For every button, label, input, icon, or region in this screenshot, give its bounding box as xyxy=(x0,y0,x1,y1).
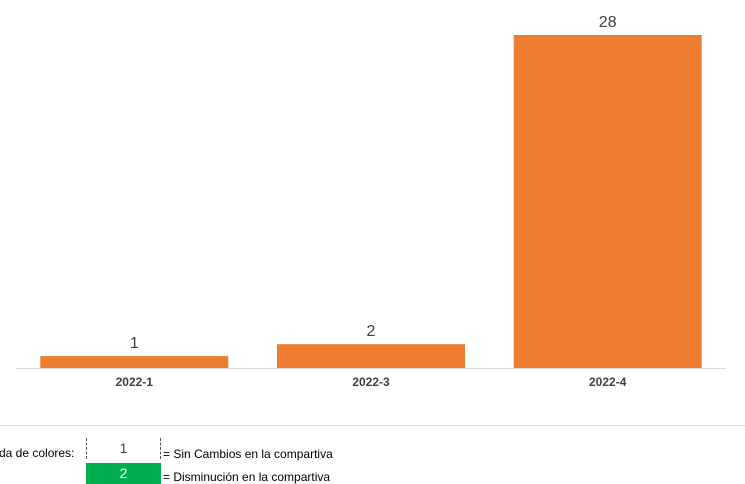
legend-swatch-no-change: 1 xyxy=(86,438,161,459)
bar-chart: 1 2022-1 2 2022-3 28 2022-4 xyxy=(16,14,726,389)
bar-2022-3 xyxy=(277,344,465,368)
legend-swatch-decrease: 2 xyxy=(86,463,161,484)
x-tick-label-2022-1: 2022-1 xyxy=(116,375,154,389)
chart-area: 1 2022-1 2 2022-3 28 2022-4 xyxy=(16,14,726,389)
bar-2022-4 xyxy=(513,35,702,368)
data-label-2022-3: 2 xyxy=(367,323,376,340)
legend-swatch-no-change-value: 1 xyxy=(119,440,128,456)
legend-text-no-change: = Sin Cambios en la compartiva xyxy=(163,447,333,461)
color-legend: da de colores: 1 = Sin Cambios en la com… xyxy=(0,438,745,484)
x-tick-label-2022-4: 2022-4 xyxy=(589,375,627,389)
data-label-2022-1: 1 xyxy=(130,335,139,352)
legend-title: da de colores: xyxy=(0,446,75,460)
bar-2022-1 xyxy=(40,356,229,368)
data-label-2022-4: 28 xyxy=(599,14,617,31)
legend-text-decrease: = Disminución en la compartiva xyxy=(163,470,331,484)
separator-line xyxy=(0,425,745,426)
x-tick-label-2022-3: 2022-3 xyxy=(352,375,390,389)
legend-swatch-decrease-value: 2 xyxy=(119,465,128,481)
